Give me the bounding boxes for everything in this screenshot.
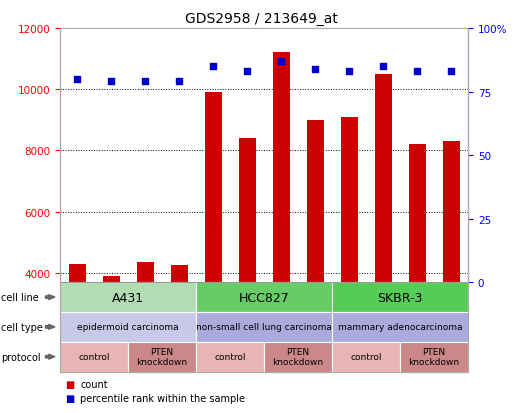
Text: A431: A431 (112, 291, 144, 304)
Bar (137, 263, 154, 396)
Text: mammary adenocarcinoma: mammary adenocarcinoma (338, 323, 462, 332)
Point (141, 79, 150, 85)
Text: cell line: cell line (1, 292, 39, 302)
Text: ■: ■ (65, 393, 75, 403)
Point (311, 66, 320, 73)
Point (277, 59, 286, 65)
Text: HCC827: HCC827 (238, 291, 290, 304)
Text: PTEN
knockdown: PTEN knockdown (272, 347, 324, 366)
Bar (69, 264, 86, 396)
Text: PTEN
knockdown: PTEN knockdown (408, 347, 460, 366)
Point (243, 69, 252, 75)
Bar (272, 53, 290, 396)
Text: epidermoid carcinoma: epidermoid carcinoma (77, 323, 179, 332)
Text: ■: ■ (65, 379, 75, 389)
Text: percentile rank within the sample: percentile rank within the sample (80, 393, 245, 403)
Text: GDS2958 / 213649_at: GDS2958 / 213649_at (185, 12, 338, 26)
Bar (306, 121, 324, 396)
Point (175, 79, 184, 85)
Text: non-small cell lung carcinoma: non-small cell lung carcinoma (196, 323, 332, 332)
Text: protocol: protocol (1, 352, 41, 362)
Bar (340, 118, 358, 396)
Bar (103, 276, 120, 396)
Text: SKBR-3: SKBR-3 (378, 291, 423, 304)
Text: PTEN
knockdown: PTEN knockdown (137, 347, 188, 366)
Point (107, 79, 116, 85)
Point (345, 69, 354, 75)
Text: count: count (80, 379, 108, 389)
Point (379, 64, 388, 70)
Bar (238, 139, 256, 396)
Bar (408, 145, 426, 396)
Bar (204, 93, 222, 396)
Point (413, 69, 422, 75)
Bar (374, 75, 392, 396)
Point (209, 64, 218, 70)
Bar (442, 142, 460, 396)
Text: cell type: cell type (1, 322, 43, 332)
Point (73, 76, 82, 83)
Point (447, 69, 456, 75)
Text: control: control (350, 352, 382, 361)
Text: control: control (214, 352, 246, 361)
Text: control: control (78, 352, 110, 361)
Bar (170, 266, 188, 396)
